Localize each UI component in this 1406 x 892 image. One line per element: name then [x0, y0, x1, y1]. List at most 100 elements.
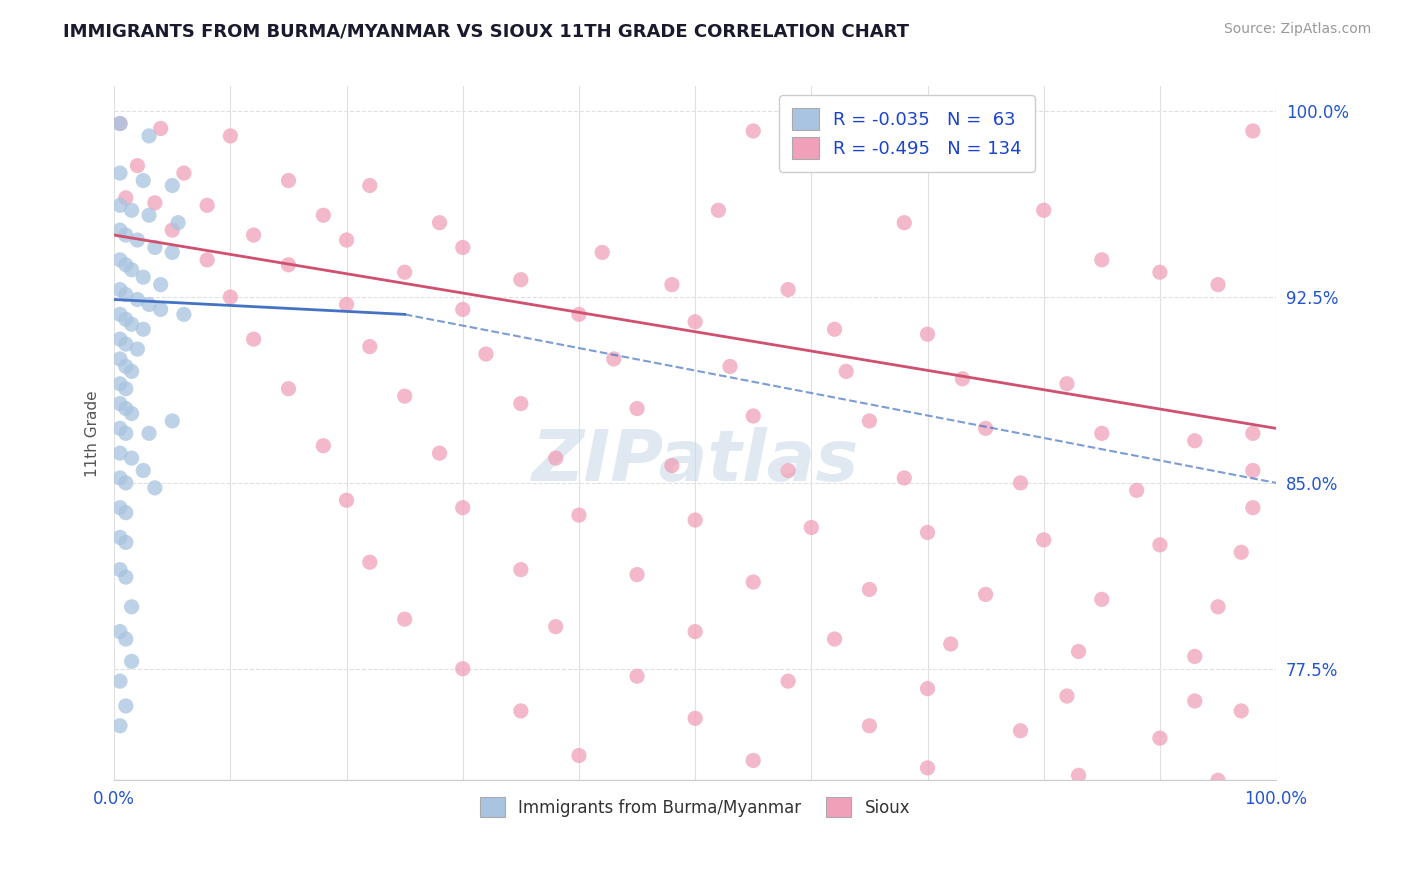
Point	[707, 203, 730, 218]
Point	[108, 252, 131, 267]
Point	[195, 252, 218, 267]
Point	[1149, 731, 1171, 746]
Point	[509, 273, 531, 287]
Point	[132, 270, 155, 285]
Point	[603, 351, 626, 366]
Point	[451, 662, 474, 676]
Point	[1184, 434, 1206, 448]
Point	[173, 166, 195, 180]
Point	[1091, 592, 1114, 607]
Point	[858, 582, 880, 597]
Point	[108, 332, 131, 346]
Point	[219, 290, 242, 304]
Point	[138, 426, 160, 441]
Point	[108, 166, 131, 180]
Point	[1032, 533, 1054, 547]
Point	[451, 240, 474, 254]
Point	[108, 396, 131, 410]
Point	[173, 307, 195, 321]
Point	[1067, 644, 1090, 658]
Point	[824, 793, 846, 807]
Point	[394, 612, 416, 626]
Point	[626, 401, 648, 416]
Point	[114, 570, 136, 584]
Point	[591, 245, 613, 260]
Point	[108, 223, 131, 237]
Point	[683, 711, 706, 725]
Point	[138, 128, 160, 143]
Point	[127, 159, 149, 173]
Point	[1241, 426, 1264, 441]
Point	[127, 233, 149, 247]
Point	[858, 885, 880, 892]
Point	[917, 525, 939, 540]
Point	[917, 327, 939, 342]
Point	[742, 124, 765, 138]
Point	[108, 116, 131, 130]
Point	[143, 240, 166, 254]
Point	[1184, 649, 1206, 664]
Point	[242, 228, 264, 243]
Point	[800, 520, 823, 534]
Point	[114, 337, 136, 351]
Point	[568, 872, 591, 887]
Point	[394, 265, 416, 279]
Point	[939, 847, 962, 862]
Point	[108, 283, 131, 297]
Point	[1241, 500, 1264, 515]
Point	[335, 493, 357, 508]
Point	[1056, 376, 1078, 391]
Point	[824, 632, 846, 646]
Point	[108, 376, 131, 391]
Point	[1241, 124, 1264, 138]
Point	[149, 302, 172, 317]
Point	[121, 364, 143, 378]
Point	[509, 396, 531, 410]
Point	[121, 654, 143, 668]
Point	[114, 258, 136, 272]
Point	[917, 681, 939, 696]
Point	[114, 535, 136, 549]
Point	[242, 332, 264, 346]
Point	[108, 719, 131, 733]
Point	[939, 128, 962, 143]
Point	[108, 500, 131, 515]
Point	[1032, 203, 1054, 218]
Point	[132, 463, 155, 477]
Point	[568, 307, 591, 321]
Point	[394, 389, 416, 403]
Point	[335, 297, 357, 311]
Point	[1206, 599, 1229, 614]
Point	[312, 439, 335, 453]
Point	[1230, 545, 1253, 559]
Text: ZIPatlas: ZIPatlas	[531, 426, 859, 496]
Point	[108, 674, 131, 689]
Point	[359, 555, 381, 569]
Point	[132, 173, 155, 187]
Point	[108, 198, 131, 212]
Point	[114, 382, 136, 396]
Point	[219, 128, 242, 143]
Point	[568, 508, 591, 522]
Point	[195, 198, 218, 212]
Point	[1125, 483, 1147, 498]
Point	[138, 297, 160, 311]
Point	[544, 451, 567, 466]
Point	[149, 277, 172, 292]
Point	[114, 698, 136, 713]
Point	[359, 178, 381, 193]
Point	[858, 719, 880, 733]
Point	[509, 563, 531, 577]
Point	[114, 475, 136, 490]
Point	[114, 506, 136, 520]
Point	[114, 287, 136, 301]
Point	[742, 835, 765, 849]
Point	[108, 116, 131, 130]
Text: IMMIGRANTS FROM BURMA/MYANMAR VS SIOUX 11TH GRADE CORRELATION CHART: IMMIGRANTS FROM BURMA/MYANMAR VS SIOUX 1…	[63, 22, 910, 40]
Point	[277, 258, 299, 272]
Legend: Immigrants from Burma/Myanmar, Sioux: Immigrants from Burma/Myanmar, Sioux	[474, 790, 917, 824]
Point	[121, 599, 143, 614]
Point	[167, 216, 190, 230]
Point	[1149, 265, 1171, 279]
Point	[121, 203, 143, 218]
